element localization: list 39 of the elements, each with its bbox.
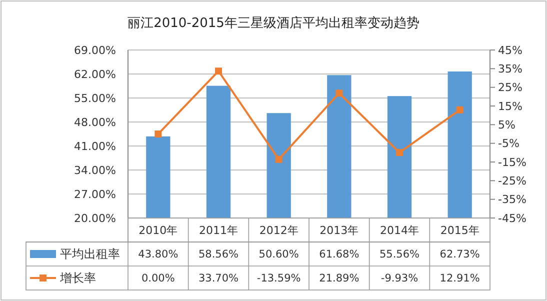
data-label: 12.91% xyxy=(440,272,480,285)
x-tick-label: 2015年 xyxy=(440,224,480,237)
data-label: -9.93% xyxy=(380,272,418,285)
data-label: 58.56% xyxy=(198,248,239,261)
legend-label: 平均出租率 xyxy=(60,247,120,262)
data-label: 55.56% xyxy=(379,248,420,261)
y2-tick-label: 15% xyxy=(498,100,522,113)
y2-tick-label: 5% xyxy=(498,118,516,132)
y-tick-label: 69.00% xyxy=(74,44,116,57)
data-label: 0.00% xyxy=(141,272,175,285)
data-label: 50.60% xyxy=(258,248,299,261)
data-label: 33.70% xyxy=(198,272,239,285)
y-tick-label: 55.00% xyxy=(74,92,116,105)
y2-tick-label: -45% xyxy=(498,212,526,225)
y2-tick-label: 35% xyxy=(498,62,522,76)
x-tick-label: 2013年 xyxy=(320,224,359,237)
legend-label: 增长率 xyxy=(59,271,96,286)
x-tick-label: 2012年 xyxy=(259,224,298,237)
data-label: 62.73% xyxy=(440,248,480,261)
y2-tick-label: -15% xyxy=(498,156,526,169)
y-tick-label: 41.00% xyxy=(74,140,116,153)
data-label: 43.80% xyxy=(138,248,178,261)
data-label: 21.89% xyxy=(319,272,360,285)
y-tick-label: 62.00% xyxy=(74,68,116,81)
x-tick-label: 2010年 xyxy=(138,224,178,237)
chart-title: 丽江2010-2015年三星级酒店平均出租率变动趋势 xyxy=(128,15,420,31)
y2-tick-label: -25% xyxy=(498,174,526,188)
y-tick-label: 48.00% xyxy=(74,116,116,129)
y-tick-label: 34.00% xyxy=(74,164,116,177)
y-tick-label: 20.00% xyxy=(74,212,116,225)
x-tick-label: 2014年 xyxy=(380,224,419,237)
y2-tick-label: -35% xyxy=(498,193,526,206)
y2-tick-label: 45% xyxy=(498,44,522,57)
y2-tick-label: 25% xyxy=(498,81,522,94)
y2-tick-label: -5% xyxy=(498,137,520,150)
y-tick-label: 27.00% xyxy=(74,188,116,201)
data-label: 61.68% xyxy=(319,248,360,261)
x-tick-label: 2011年 xyxy=(199,224,238,237)
data-label: -13.59% xyxy=(256,272,301,285)
